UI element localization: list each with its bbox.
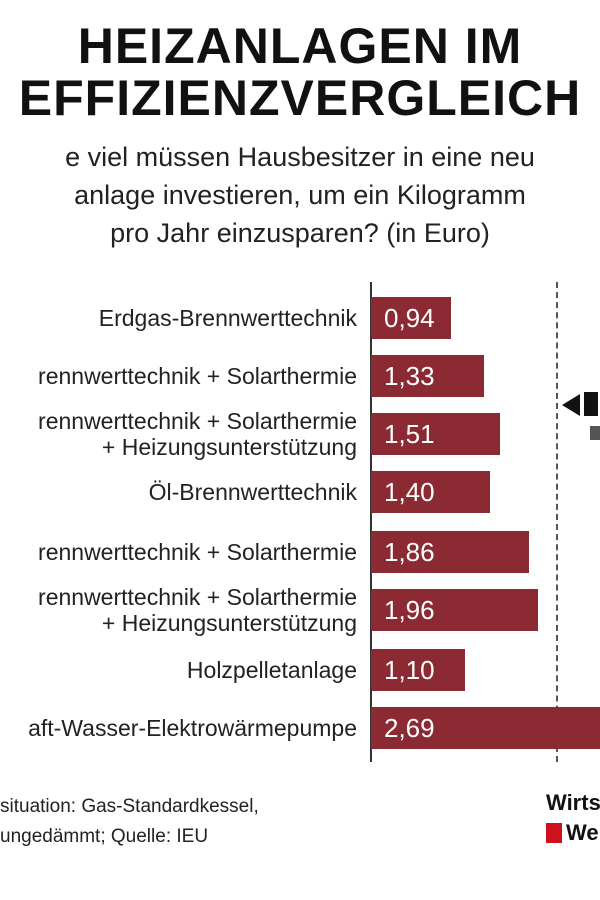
footnote-line-2: ungedämmt; Quelle: IEU: [0, 826, 209, 847]
bar-value-label-3: 1,51: [384, 419, 435, 449]
category-label-3-line-1: rennwerttechnik + Solarthermie: [38, 408, 357, 434]
logo-text-line-1: Wirts: [546, 790, 600, 815]
category-label-1: Erdgas-Brennwerttechnik: [98, 305, 357, 331]
subtitle-line-3: pro Jahr einzusparen? (in Euro): [110, 218, 490, 248]
subtitle-line-1: e viel müssen Hausbesitzer in eine neu: [65, 142, 535, 172]
footnote-line-1: situation: Gas-Standardkessel,: [0, 796, 259, 817]
category-label-7: Holzpelletanlage: [186, 657, 357, 683]
logo-text-line-2: We: [566, 820, 599, 845]
bar-value-label-1: 0,94: [384, 303, 435, 333]
bar-3: [371, 413, 500, 455]
bar-value-label-6: 1,96: [384, 595, 435, 625]
title-line-1: HEIZANLAGEN IM: [77, 18, 523, 74]
title-line-2: EFFIZIENZVERGLEICH: [18, 70, 582, 126]
category-label-8: aft-Wasser-Elektrowärmepumpe: [28, 715, 357, 741]
category-label-6-line-1: rennwerttechnik + Solarthermie: [38, 584, 357, 610]
logo-square-icon: [546, 823, 562, 843]
bar-value-label-8: 2,69: [384, 713, 435, 743]
bar-5: [371, 531, 529, 573]
bar-value-label-2: 1,33: [384, 361, 435, 391]
category-label-5: rennwerttechnik + Solarthermie: [38, 539, 357, 565]
bar-value-label-4: 1,40: [384, 477, 435, 507]
category-label-4: Öl-Brennwerttechnik: [148, 479, 357, 505]
bar-value-label-7: 1,10: [384, 655, 435, 685]
reference-line: [556, 282, 558, 762]
reference-note-mark: [584, 392, 598, 416]
category-label-6-line-2: + Heizungsunterstützung: [101, 610, 357, 636]
bar-value-label-5: 1,86: [384, 537, 435, 567]
bar-6: [371, 589, 538, 631]
category-label-3-line-2: + Heizungsunterstützung: [101, 434, 357, 460]
bar-8: [371, 707, 600, 749]
bar-2: [371, 355, 484, 397]
bar-1: [371, 297, 451, 339]
category-axis-line: [370, 282, 372, 762]
bar-4: [371, 471, 490, 513]
triangle-left-icon: [562, 394, 580, 416]
category-label-2: rennwerttechnik + Solarthermie: [38, 363, 357, 389]
bar-7: [371, 649, 465, 691]
reference-note-mark-small: [590, 426, 600, 440]
subtitle-line-2: anlage investieren, um ein Kilogramm: [74, 180, 526, 210]
